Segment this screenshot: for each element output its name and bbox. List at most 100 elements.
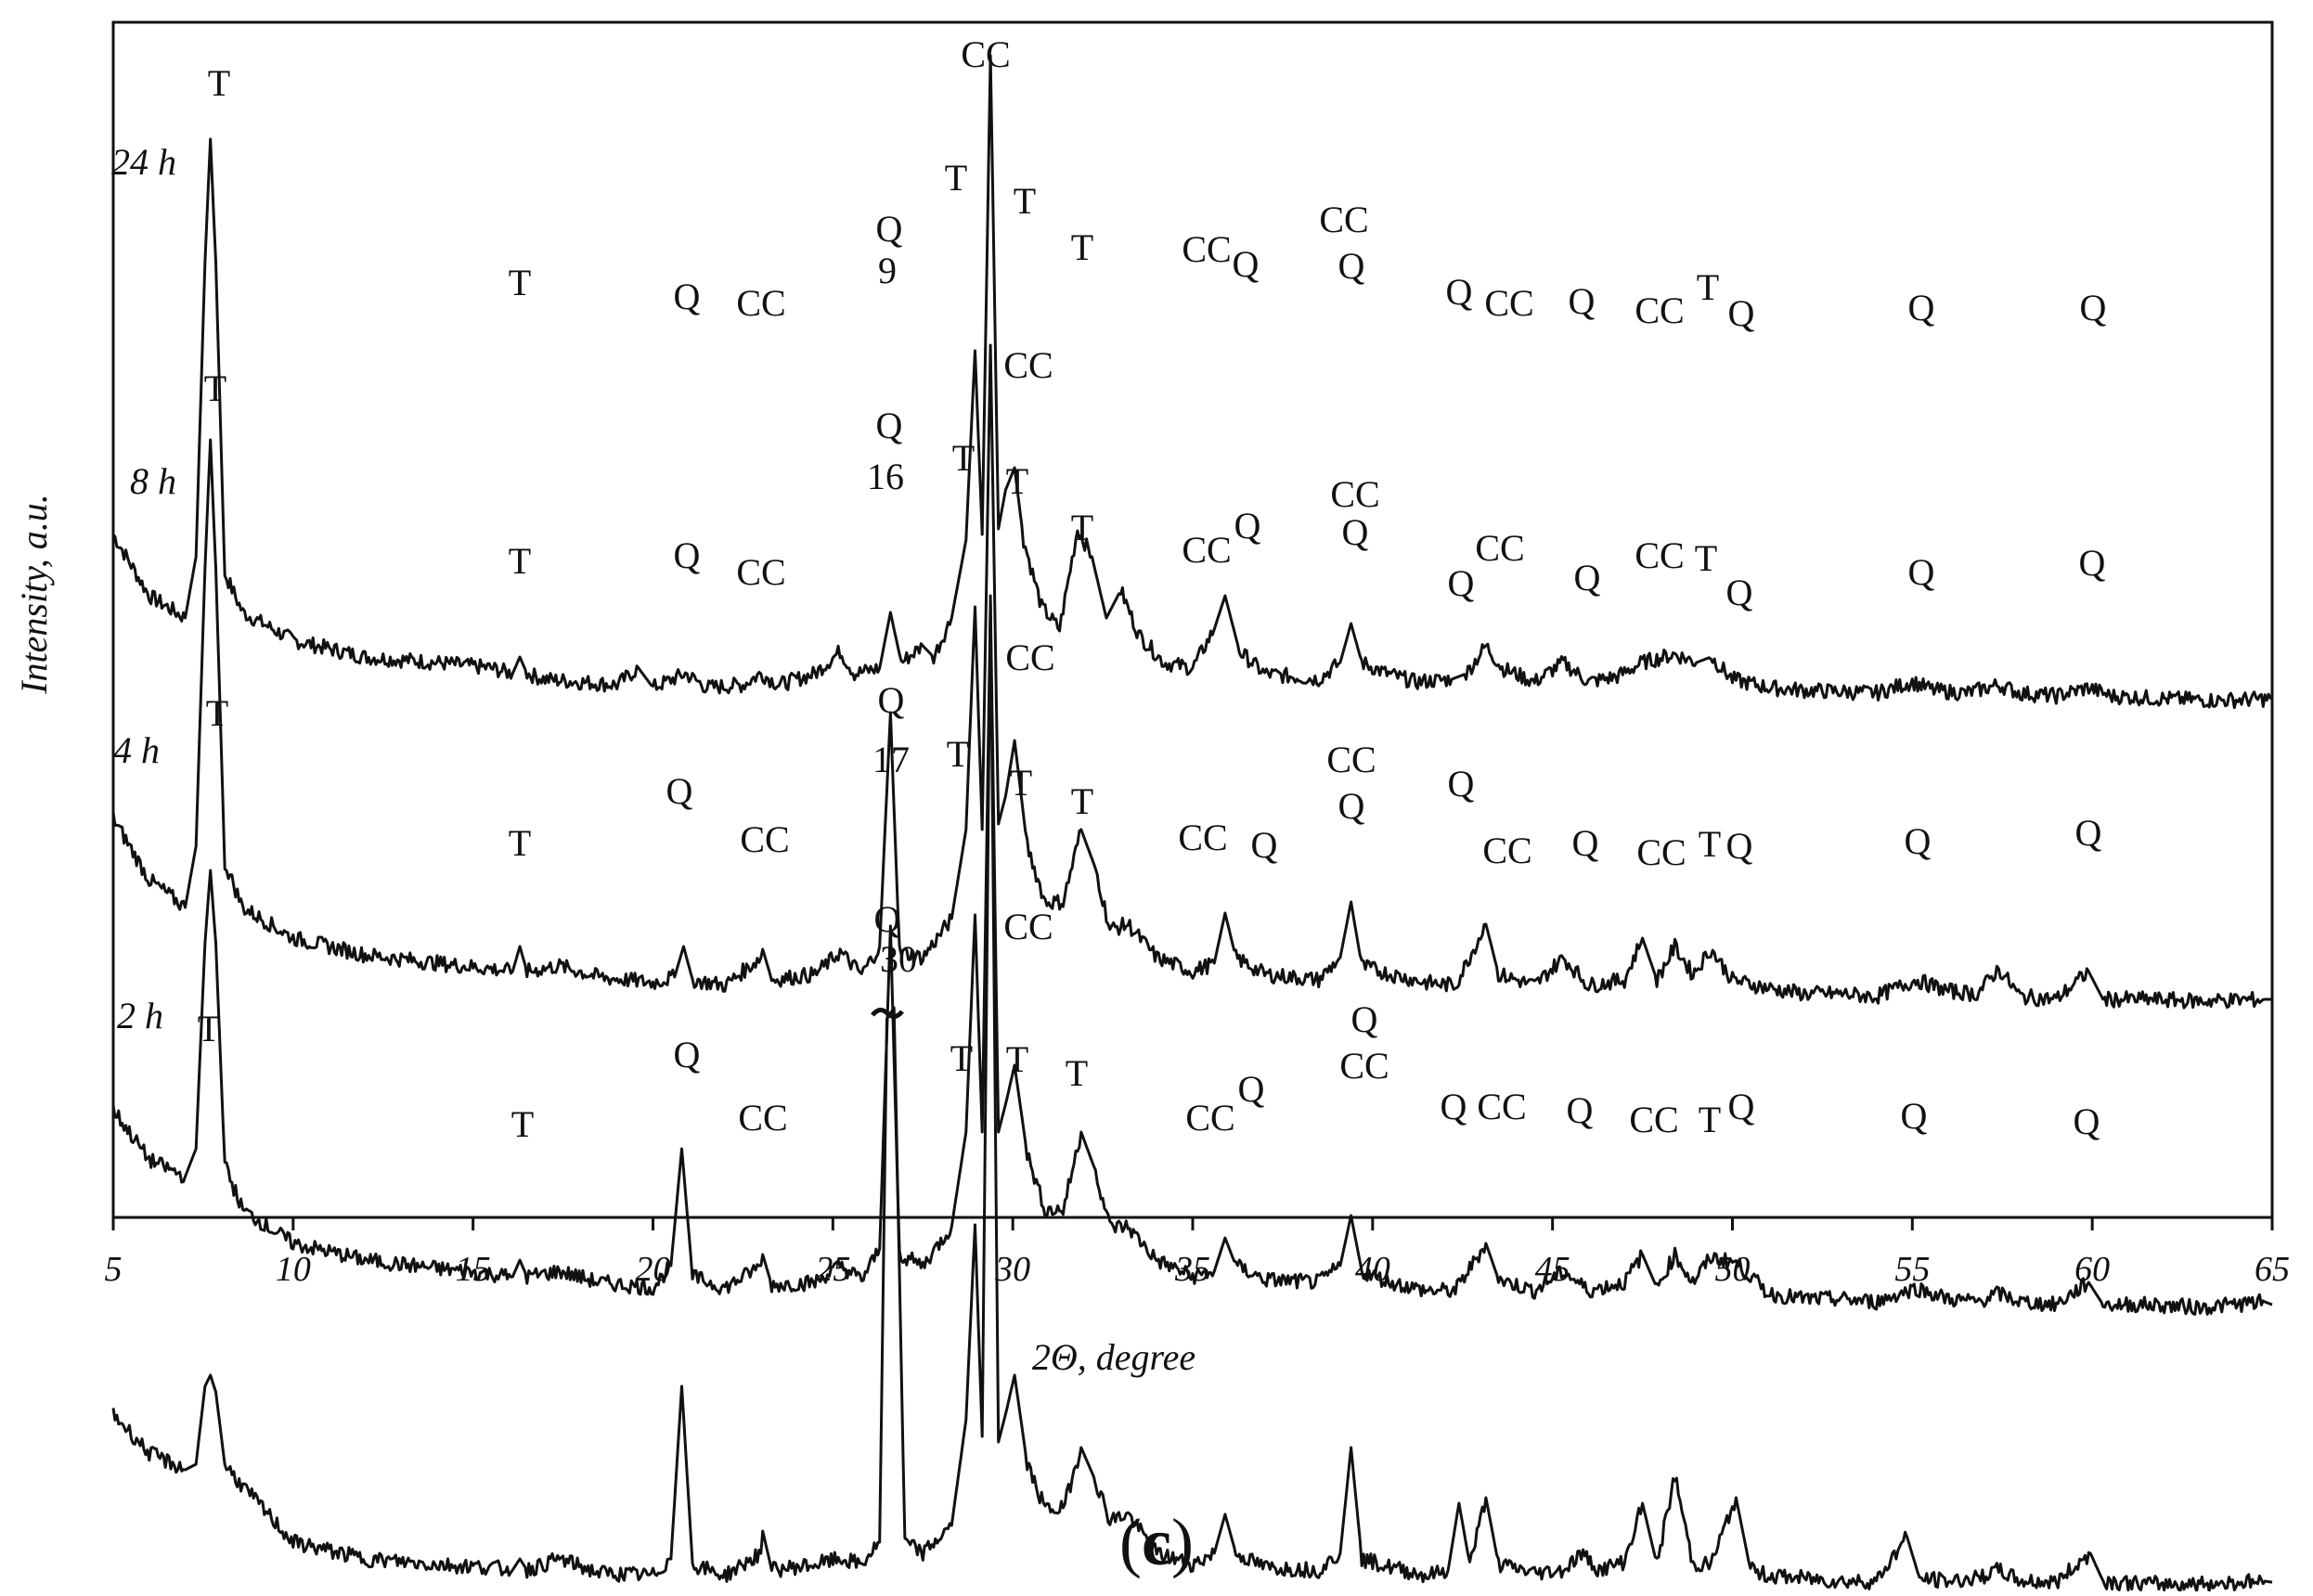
peak-annotation: CC xyxy=(1326,739,1376,780)
peak-annotation: Q xyxy=(1908,551,1935,593)
peak-annotation: T xyxy=(198,1008,220,1049)
peak-annotation: 9 xyxy=(878,250,897,291)
peak-annotation: Q xyxy=(1572,822,1599,864)
peak-annotation: T xyxy=(1071,780,1093,822)
x-tick-label: 50 xyxy=(1715,1250,1751,1289)
x-tick-label: 5 xyxy=(105,1250,123,1289)
peak-annotation: T xyxy=(1014,180,1036,222)
x-tick-label: 35 xyxy=(1174,1250,1210,1289)
peak-annotation: Q xyxy=(1726,572,1753,613)
peak-annotation: Q xyxy=(2080,287,2107,328)
peak-annotation: Q xyxy=(1908,287,1935,328)
peak-annotation: Q xyxy=(1728,292,1755,334)
peak-annotation: T xyxy=(1071,507,1093,548)
axis-break-mark xyxy=(871,1008,904,1019)
peak-annotation: T xyxy=(1066,1052,1088,1094)
peak-annotation: T xyxy=(511,1103,534,1145)
x-tick-label: 30 xyxy=(994,1250,1030,1289)
peak-annotation: CC xyxy=(1635,290,1684,331)
peak-annotation: Q xyxy=(1567,1089,1594,1131)
peak-annotation: Q xyxy=(1234,505,1261,547)
peak-annotation: T xyxy=(1010,762,1032,804)
peak-annotation: T xyxy=(1697,266,1719,308)
peak-annotation: CC xyxy=(1339,1045,1389,1087)
peak-annotation: CC xyxy=(1477,1086,1526,1127)
peak-annotation: CC xyxy=(1330,473,1379,515)
peak-annotation: T xyxy=(208,62,230,104)
series-line xyxy=(111,54,2273,710)
series-line xyxy=(111,343,2272,1010)
x-tick-label: 45 xyxy=(1535,1250,1570,1289)
peak-annotation: 16 xyxy=(867,456,904,497)
series-label: 8 h xyxy=(130,460,176,502)
peak-annotation: Q xyxy=(1726,825,1753,867)
series-label: 2 h xyxy=(117,995,163,1036)
x-tick-label: 10 xyxy=(276,1250,311,1289)
peak-annotation: T xyxy=(945,157,967,199)
peak-annotation: T xyxy=(1006,460,1028,502)
peak-annotation: CC xyxy=(1482,830,1531,871)
peak-annotation: CC xyxy=(1319,199,1368,240)
peak-annotation: Q xyxy=(674,534,701,576)
peak-annotation: Q xyxy=(1905,820,1932,862)
peak-annotation: Q xyxy=(1441,1086,1467,1127)
peak-annotation: Q xyxy=(1574,557,1601,598)
peak-annotation: T xyxy=(1695,537,1717,579)
series-line xyxy=(111,601,2273,1316)
peak-annotation: Q xyxy=(878,679,905,721)
peak-annotation: Q xyxy=(876,405,903,446)
peak-annotation: Q xyxy=(674,1034,701,1075)
peak-annotation: CC xyxy=(1475,527,1524,569)
y-axis-title: Intensity, a.u. xyxy=(13,494,55,695)
peak-annotation: CC xyxy=(1178,817,1227,858)
peak-annotation: CC xyxy=(961,33,1010,75)
peak-annotation: Q xyxy=(666,770,693,812)
peak-annotation: CC xyxy=(1182,228,1231,270)
peak-annotation: CC xyxy=(736,282,785,324)
series-label: 4 h xyxy=(113,729,160,771)
plot-frame xyxy=(111,20,2274,1219)
x-axis-ticks: 5 10 15 20 25 30 35 40 45 50 55 60 65 xyxy=(105,1217,2290,1289)
x-axis-title: 2Θ, degree xyxy=(1032,1336,1195,1378)
peak-annotation: Q xyxy=(1446,271,1473,313)
peak-annotation: T xyxy=(950,1037,973,1079)
peak-annotation: CC xyxy=(736,551,785,593)
peak-annotation: Q xyxy=(874,898,901,940)
peak-annotation: CC xyxy=(1185,1097,1234,1139)
x-tick-label: 65 xyxy=(2255,1250,2290,1289)
series-layer: 24 h 8 h 4 h 2 h xyxy=(111,54,2273,1593)
peak-annotation: CC xyxy=(1182,529,1231,571)
peak-annotation: Q xyxy=(1251,824,1278,866)
peak-annotation: T xyxy=(206,692,228,734)
peak-annotation: Q xyxy=(1338,785,1365,827)
peak-annotation: Q xyxy=(1728,1086,1755,1127)
peak-annotation: CC xyxy=(1005,637,1054,678)
peak-annotation: T xyxy=(1006,1038,1028,1080)
peak-annotation: T xyxy=(509,540,531,582)
peak-annotation: CC xyxy=(1003,344,1053,386)
peak-annotation: CC xyxy=(1635,534,1684,576)
peak-annotation: T xyxy=(509,262,531,303)
peak-annotation: 30 xyxy=(880,938,917,980)
peak-annotation: T xyxy=(509,822,531,864)
peak-annotation: Q xyxy=(674,276,701,317)
peak-annotation: CC xyxy=(1003,906,1053,947)
series-line xyxy=(111,594,2273,1593)
peak-annotation: T xyxy=(204,367,226,409)
peak-annotation: Q xyxy=(1342,511,1369,553)
peak-annotation: Q xyxy=(1238,1068,1265,1110)
peak-annotation: CC xyxy=(1484,282,1533,324)
peak-annotation: T xyxy=(1071,226,1093,268)
peak-annotation: Q xyxy=(1569,280,1596,322)
peak-annotation: Q xyxy=(1233,243,1260,285)
peak-annotation: Q xyxy=(1901,1095,1928,1137)
peak-annotation: Q xyxy=(1351,998,1378,1040)
peak-annotation: CC xyxy=(738,1097,787,1139)
peak-annotation: CC xyxy=(740,818,789,860)
series-label: 24 h xyxy=(111,141,176,183)
peak-annotation: Q xyxy=(1448,763,1475,804)
peak-annotation: Q xyxy=(1338,245,1365,287)
